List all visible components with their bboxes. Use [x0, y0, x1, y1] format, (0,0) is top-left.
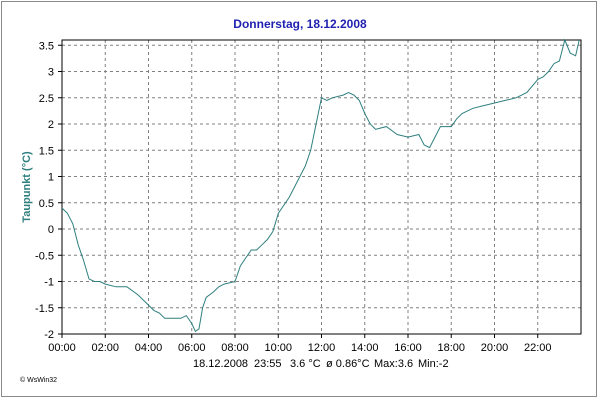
- y-tick-label: -0.5: [35, 250, 54, 262]
- y-tick-label: -1.5: [35, 303, 54, 315]
- footer-time: 23:55: [254, 358, 282, 370]
- grid: [62, 40, 581, 334]
- footer-average: ø 0.86°C: [326, 358, 370, 370]
- y-tick-label: 1.5: [39, 145, 54, 157]
- y-tick-label: 3.5: [39, 40, 54, 52]
- y-tick-label: 2: [48, 119, 54, 131]
- credit-text: © WsWin32: [20, 376, 57, 384]
- x-tick-label: 14:00: [351, 342, 379, 354]
- y-tick-label: -1: [44, 277, 54, 289]
- chart-title: Donnerstag, 18.12.2008: [233, 17, 367, 31]
- y-tick-label: 0.5: [39, 198, 54, 210]
- y-tick-label: 1: [48, 172, 54, 184]
- x-tick-label: 00:00: [48, 342, 76, 354]
- x-tick-label: 18:00: [437, 342, 465, 354]
- x-axis: 00:00 02:00 04:00 06:00 08:00 10:00 12:00 14:00…: [48, 334, 552, 354]
- series-line-taupunkt: [61, 38, 580, 333]
- x-tick-label: 12:00: [308, 342, 336, 354]
- x-tick-label: 10:00: [264, 342, 292, 354]
- y-tick-label: 3: [48, 67, 54, 79]
- y-axis-label: Taupunkt (°C): [21, 151, 33, 223]
- footer-current: 3.6 °C: [290, 358, 321, 370]
- x-tick-label: 16:00: [394, 342, 422, 354]
- x-tick-label: 08:00: [221, 342, 249, 354]
- x-tick-label: 04:00: [135, 342, 163, 354]
- footer-max: Max:3.6: [374, 358, 413, 370]
- y-tick-label: -2: [44, 329, 54, 341]
- footer-readout: 18.12.2008 23:55 3.6 °C ø 0.86°C Max:3.6…: [193, 358, 449, 370]
- x-tick-label: 06:00: [178, 342, 206, 354]
- y-tick-label: 0: [48, 224, 54, 236]
- y-tick-label: 2.5: [39, 93, 54, 105]
- x-tick-label: 20:00: [481, 342, 509, 354]
- footer-min: Min:-2: [418, 358, 449, 370]
- x-tick-label: 22:00: [524, 342, 552, 354]
- plot-area: [61, 39, 582, 335]
- y-axis: -2 -1.5 -1 -0.5 0 0.5 1 1.5 2 2.5 3 3.5: [35, 40, 62, 341]
- footer-date: 18.12.2008: [193, 358, 248, 370]
- x-tick-label: 02:00: [91, 342, 119, 354]
